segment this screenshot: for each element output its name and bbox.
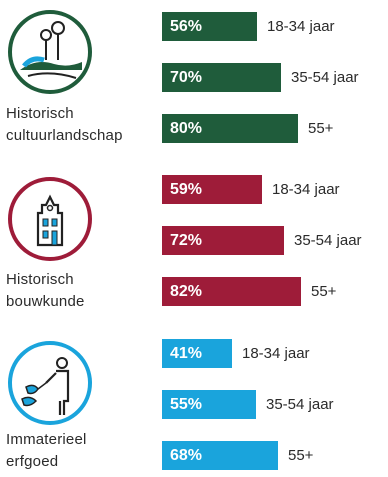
category-label: Historisch bouwkunde	[6, 269, 85, 313]
category-label: Historisch cultuurlandschap	[6, 103, 123, 147]
age-group-label: 55+	[288, 447, 314, 464]
category-label-line: Historisch	[6, 105, 74, 122]
age-group-label: 18-34 jaar	[242, 345, 310, 362]
age-group-label: 35-54 jaar	[266, 396, 334, 413]
bar: 72%	[162, 226, 284, 255]
historic-building-icon	[6, 175, 94, 263]
category-label-line: cultuurlandschap	[6, 127, 123, 144]
landscape-trees-icon	[6, 8, 94, 96]
category-group: Immaterieel erfgoed 41% 18-34 jaar 55% 35-54 …	[0, 327, 388, 477]
bar: 82%	[162, 277, 301, 306]
bar-value-label: 55%	[170, 396, 203, 413]
bar: 56%	[162, 12, 257, 41]
category-label-line: erfgoed	[6, 453, 59, 470]
bar: 55%	[162, 390, 256, 419]
age-group-label: 55+	[311, 283, 337, 300]
bar: 41%	[162, 339, 232, 368]
category-label-line: Historisch	[6, 271, 74, 288]
category-group: Historisch bouwkunde 59% 18-34 jaar 72% 35-54…	[0, 163, 388, 313]
category-label-line: bouwkunde	[6, 293, 85, 310]
bar-value-label: 68%	[170, 447, 203, 464]
category-label: Immaterieel erfgoed	[6, 429, 87, 473]
bar-value-label: 41%	[170, 345, 203, 362]
bar-value-label: 56%	[170, 18, 203, 35]
category-group: Historisch cultuurlandschap 56% 18-34 jaar 7…	[0, 0, 388, 150]
bar-value-label: 82%	[170, 283, 203, 300]
bar: 59%	[162, 175, 262, 204]
age-group-label: 35-54 jaar	[294, 232, 362, 249]
intangible-heritage-figures-icon	[6, 339, 94, 427]
bar: 68%	[162, 441, 278, 470]
age-group-label: 18-34 jaar	[272, 181, 340, 198]
bar-value-label: 59%	[170, 181, 203, 198]
bar: 80%	[162, 114, 298, 143]
age-group-label: 35-54 jaar	[291, 69, 359, 86]
bar-value-label: 72%	[170, 232, 203, 249]
age-group-label: 18-34 jaar	[267, 18, 335, 35]
bar-value-label: 70%	[170, 69, 203, 86]
age-group-label: 55+	[308, 120, 334, 137]
bar: 70%	[162, 63, 281, 92]
bar-value-label: 80%	[170, 120, 203, 137]
category-label-line: Immaterieel	[6, 431, 87, 448]
